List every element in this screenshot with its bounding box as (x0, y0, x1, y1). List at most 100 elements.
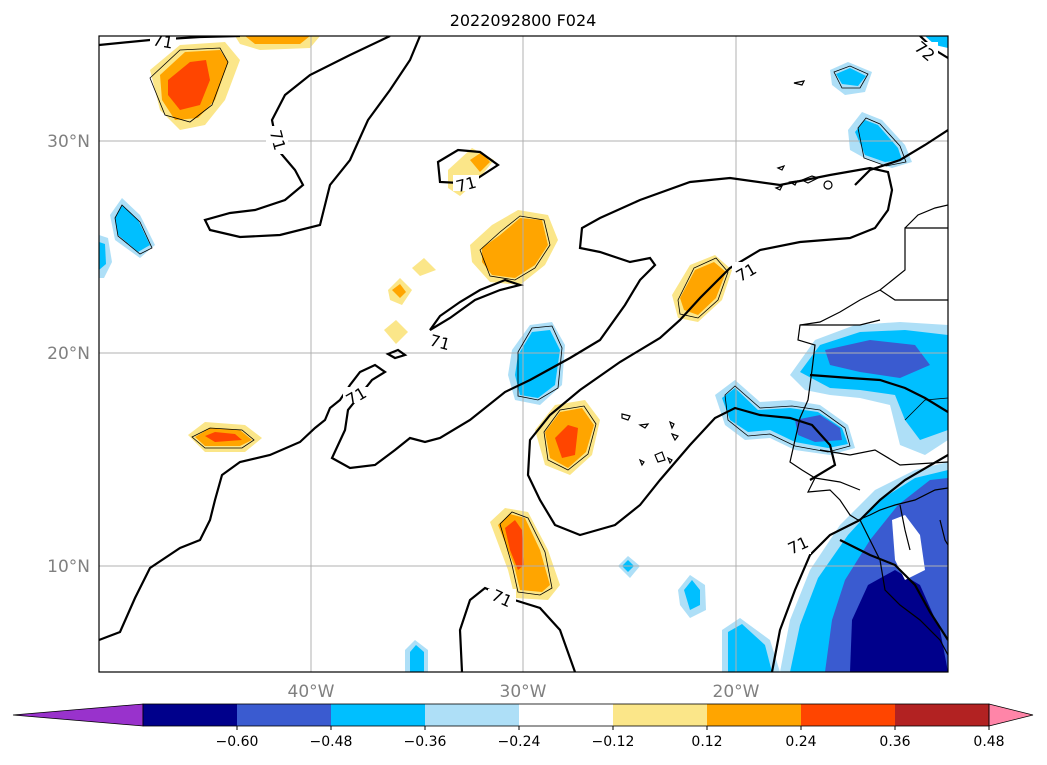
colorbar-segment (237, 704, 332, 726)
contour-label-bg (912, 42, 938, 60)
island (638, 458, 645, 467)
lon-label: 20°W (713, 682, 760, 702)
contour-outline (479, 215, 551, 281)
contour-outline (833, 65, 869, 89)
colorbar-segment (331, 704, 426, 726)
coastline-west-africa (789, 227, 948, 521)
island (668, 420, 675, 430)
contour-line (203, 36, 422, 239)
contour-outline (499, 511, 553, 596)
contour-outline (149, 47, 229, 123)
contour-line (436, 148, 500, 185)
colorbar-segment (613, 704, 708, 726)
map-panel: 71 71 71 71 71 71 71 71 72 (99, 30, 948, 672)
anomaly-fill-negative (115, 205, 150, 252)
border-line (800, 319, 881, 326)
coastline-morocco (904, 204, 948, 229)
contour-line (385, 348, 408, 360)
lon-label: 40°W (288, 682, 335, 702)
border-line (814, 477, 861, 491)
anomaly-fill-positive (412, 258, 436, 276)
contour-label-bg (732, 262, 760, 280)
lon-label: 30°W (500, 682, 547, 702)
contour-label: 71 (454, 173, 479, 197)
colorbar-tick-label: −0.48 (310, 734, 353, 750)
contour-line (809, 373, 948, 413)
colorbar-tick-label: −0.60 (216, 734, 259, 750)
anomaly-fill-layer (99, 36, 948, 672)
lat-label: 20°N (47, 344, 90, 364)
island (670, 432, 679, 442)
colorbar-tick-label: 0.36 (879, 734, 910, 750)
border-line (879, 289, 948, 301)
anomaly-fill-positive (392, 284, 406, 298)
anomaly-fill-negative (825, 340, 930, 378)
anomaly-fill-negative (795, 415, 842, 442)
anomaly-fill-positive (245, 36, 310, 44)
border-line (939, 519, 948, 546)
contour-outline (677, 257, 729, 319)
colorbar-segment (707, 704, 802, 726)
border-line (859, 519, 948, 656)
colorbar-segment (895, 704, 990, 726)
contour-outline (191, 427, 255, 449)
colorbar-tick-label: −0.36 (404, 734, 447, 750)
colorbar-tick-label: 0.24 (785, 734, 816, 750)
map-frame (98, 35, 949, 673)
island (776, 164, 786, 171)
island (823, 180, 833, 190)
colorbar-segment (519, 704, 614, 726)
colorbar-tick-label: 0.48 (973, 734, 1004, 750)
contour-outline (517, 325, 563, 401)
contour-line (429, 278, 524, 331)
border-line (819, 449, 948, 466)
lat-label: 10°N (47, 557, 90, 577)
island (666, 456, 673, 465)
colorbar-tick-label: −0.24 (498, 734, 541, 750)
anomaly-fill-negative (850, 570, 948, 672)
anomaly-fill-positive (680, 262, 726, 315)
colorbar: −0.60 −0.48 −0.36 −0.24 −0.12 0.12 0.24 0.36 0.4… (12, 703, 1034, 750)
contour-outline (114, 204, 153, 255)
height-contours (99, 36, 948, 672)
island (793, 80, 806, 86)
anomaly-fill-negative (684, 580, 700, 610)
anomaly-fill-positive (482, 218, 548, 278)
anomaly-fill-negative (836, 68, 866, 86)
coastlines (621, 80, 948, 656)
anomaly-fill-positive (505, 520, 524, 570)
contour-label-bg (453, 175, 479, 191)
contour-line (770, 454, 948, 672)
colorbar-extend-high (988, 703, 1034, 727)
island (800, 175, 820, 184)
island (621, 413, 631, 421)
island (774, 184, 784, 191)
anomaly-fill-negative (410, 645, 424, 672)
contour-label-bg (427, 333, 453, 349)
map-title: 2022092800 F024 (450, 11, 597, 30)
colorbar-segment (425, 704, 520, 726)
anomaly-fill-positive (470, 152, 490, 172)
anomaly-fill-positive (555, 425, 578, 458)
anomaly-fill-positive (384, 320, 408, 344)
island (788, 180, 799, 186)
contour-outline (904, 397, 948, 421)
island (654, 451, 666, 463)
colorbar-extend-low (12, 703, 144, 727)
colorbar-tick-label: −0.12 (592, 734, 635, 750)
contour-line (854, 129, 948, 186)
thin-contours (114, 47, 948, 596)
island (638, 423, 650, 429)
contour-label: 71 (151, 30, 174, 52)
contour-line (839, 539, 948, 641)
anomaly-fill-positive (205, 432, 242, 442)
contour-label: 71 (428, 331, 453, 355)
contour-label-bg (343, 387, 369, 403)
contour-label-bg (785, 536, 811, 554)
contour-label: 71 (266, 128, 290, 153)
colorbar-segment (801, 704, 896, 726)
colorbar-frame (142, 703, 990, 727)
gridlines (99, 36, 948, 672)
colorbar-tick-label: 0.12 (691, 734, 722, 750)
